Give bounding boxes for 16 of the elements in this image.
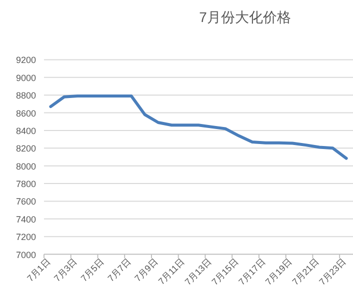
y-tick-label: 9200 xyxy=(16,55,36,66)
y-tick-label: 7200 xyxy=(16,232,36,242)
chart-title: 7月份大化价格 xyxy=(199,9,291,25)
y-tick-label: 7400 xyxy=(16,214,36,224)
y-tick-label: 8600 xyxy=(16,108,36,118)
y-tick-label: 7800 xyxy=(16,179,36,190)
x-tick-label: 7月7日 xyxy=(106,256,133,284)
y-tick-label: 9000 xyxy=(16,72,36,83)
y-tick-label: 8000 xyxy=(16,161,36,172)
y-tick-label: 7600 xyxy=(16,196,36,207)
y-tick-label: 8800 xyxy=(16,90,36,101)
y-tick-label: 8200 xyxy=(16,144,36,154)
x-tick-label: 7月5日 xyxy=(78,256,106,284)
x-tick-label: 7月3日 xyxy=(52,256,79,284)
y-tick-label: 8400 xyxy=(16,126,36,136)
line-series xyxy=(49,94,348,160)
